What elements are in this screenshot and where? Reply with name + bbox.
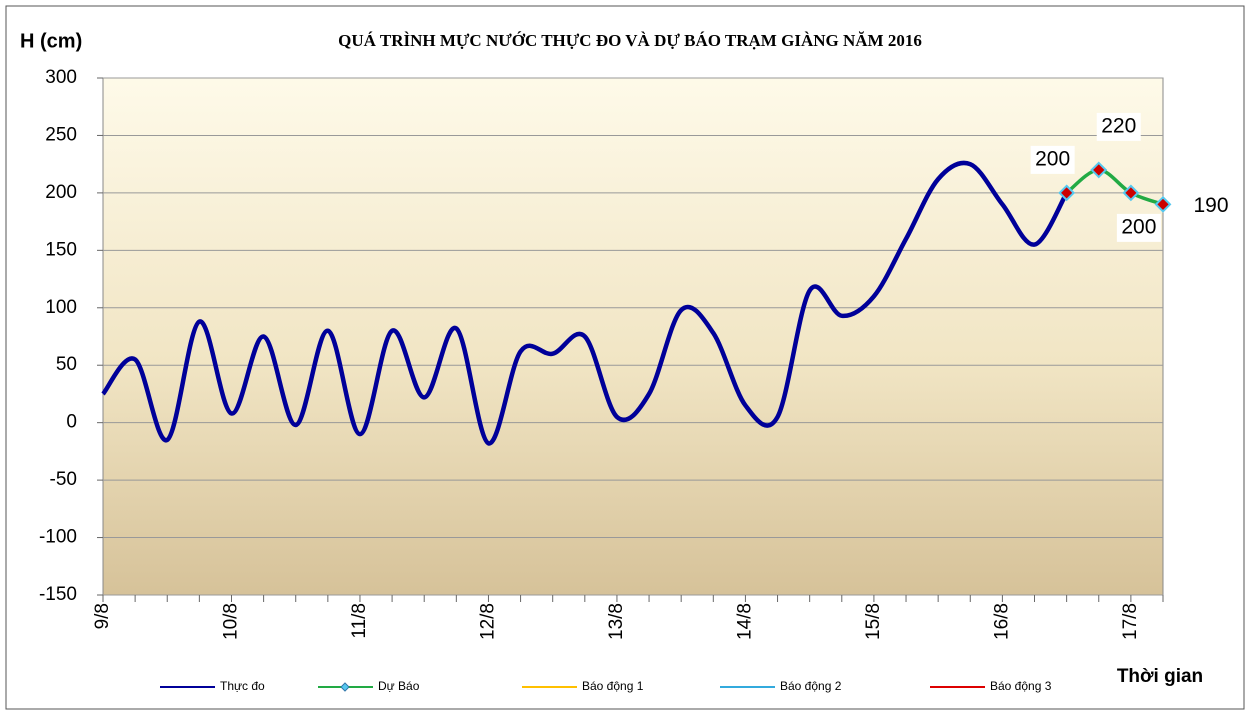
series-line xyxy=(101,160,1069,446)
data-label-bg xyxy=(1189,192,1233,221)
legend-label: Báo động 1 xyxy=(582,679,644,693)
marker xyxy=(1090,161,1108,179)
y-tick-label: 100 xyxy=(45,297,77,318)
x-tick-label: 17/8 xyxy=(1120,603,1141,640)
x-tick-label: 15/8 xyxy=(863,603,884,640)
legend-marker xyxy=(340,682,350,692)
data-label-bg xyxy=(1096,112,1141,141)
y-tick-label: 300 xyxy=(45,67,77,88)
data-label-bg xyxy=(1116,213,1161,242)
marker xyxy=(1058,184,1076,202)
x-tick-label: 11/8 xyxy=(349,603,370,639)
x-tick-label: 14/8 xyxy=(734,603,755,640)
x-axis-label: Thời gian xyxy=(1117,666,1203,687)
data-label: 200 xyxy=(1121,215,1156,238)
series-line xyxy=(1065,168,1164,207)
legend-label: Dự Báo xyxy=(378,679,420,693)
y-tick-label: 200 xyxy=(45,182,77,203)
x-tick-label: 16/8 xyxy=(991,603,1012,640)
x-tick-label: 9/8 xyxy=(92,603,113,629)
x-tick-label: 12/8 xyxy=(477,603,498,640)
x-tick-label: 13/8 xyxy=(606,603,627,640)
y-tick-label: 250 xyxy=(45,124,77,145)
y-tick-label: 150 xyxy=(45,239,77,260)
data-label: 200 xyxy=(1035,147,1070,170)
marker xyxy=(1122,184,1140,202)
data-label: 220 xyxy=(1101,114,1136,137)
data-label: 190 xyxy=(1193,194,1228,217)
plot-area xyxy=(102,77,1164,596)
legend-label: Báo động 3 xyxy=(990,679,1052,693)
y-axis-label: H (cm) xyxy=(20,30,82,52)
y-tick-label: 0 xyxy=(66,412,77,433)
marker xyxy=(1154,195,1172,213)
y-tick-label: 50 xyxy=(56,354,77,375)
chart-title: QUÁ TRÌNH MỰC NƯỚC THỰC ĐO VÀ DỰ BÁO TRẠ… xyxy=(338,31,922,50)
y-tick-label: -150 xyxy=(39,584,77,605)
y-tick-label: -100 xyxy=(39,527,77,548)
y-tick-label: -50 xyxy=(50,469,77,490)
data-label-bg xyxy=(1030,145,1075,174)
legend-label: Thực đo xyxy=(220,679,265,693)
legend-label: Báo động 2 xyxy=(780,679,842,693)
x-tick-label: 10/8 xyxy=(221,603,242,640)
